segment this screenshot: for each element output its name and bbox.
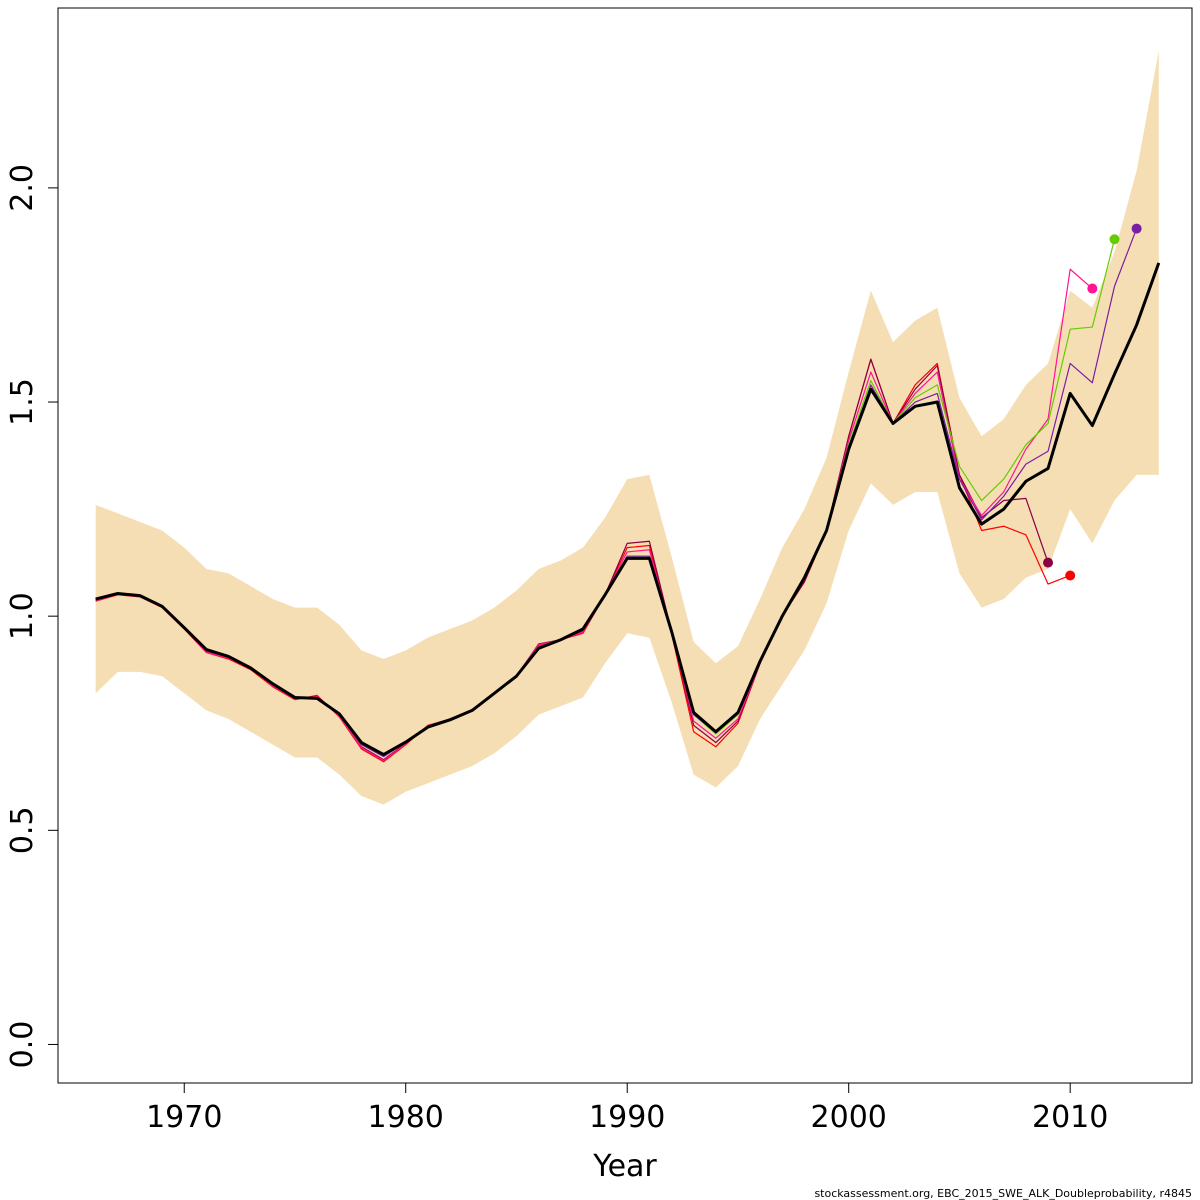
footer-credit: stockassessment.org, EBC_2015_SWE_ALK_Do… — [814, 1187, 1192, 1200]
series-endpoint-3 — [1087, 283, 1098, 294]
x-axis: 1970 1980 1990 2000 2010 — [146, 1082, 1108, 1135]
endpoints-layer — [1043, 223, 1142, 581]
y-tick-label: 1.0 — [5, 592, 40, 640]
series-endpoint-2 — [1043, 557, 1054, 568]
x-tick-label: 1980 — [368, 1100, 444, 1135]
x-tick-label: 1990 — [589, 1100, 665, 1135]
y-tick-label: 0.0 — [5, 1021, 40, 1069]
series-layer — [95, 228, 1161, 763]
series-line-final — [95, 262, 1161, 757]
x-axis-title: Year — [592, 1149, 657, 1184]
series-endpoint-5 — [1131, 223, 1142, 234]
series-line-retro-1 — [95, 358, 1071, 763]
series-endpoint-1 — [1065, 570, 1076, 581]
y-axis: 0.0 0.5 1.0 1.5 2.0 — [5, 164, 59, 1069]
x-tick-label: 2010 — [1032, 1100, 1108, 1135]
x-tick-label: 1970 — [146, 1100, 222, 1135]
y-tick-label: 0.5 — [5, 806, 40, 854]
y-tick-label: 2.0 — [5, 164, 40, 212]
x-tick-label: 2000 — [811, 1100, 887, 1135]
y-tick-label: 1.5 — [5, 378, 40, 426]
series-endpoint-4 — [1109, 234, 1120, 245]
